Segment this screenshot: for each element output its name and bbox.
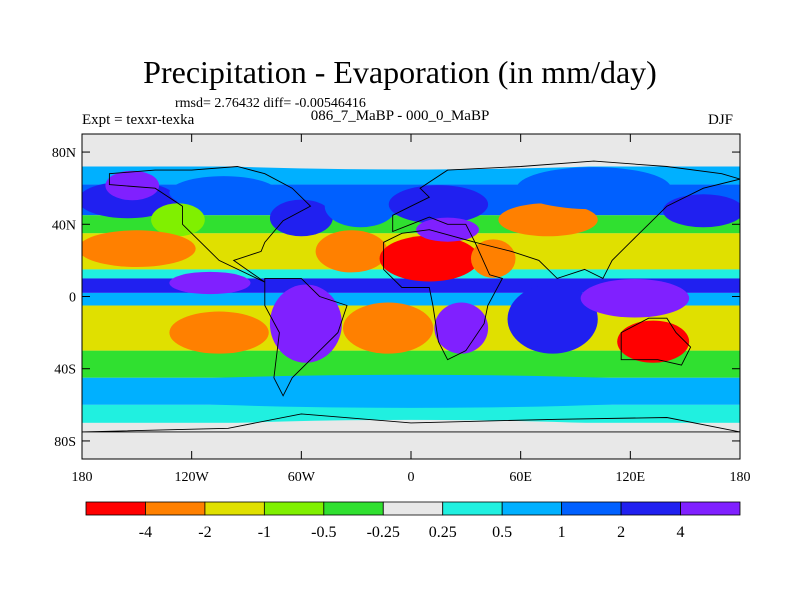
colorbar-label: -2 <box>198 524 211 541</box>
lon-tick-label: 0 <box>408 470 415 485</box>
region-patch-mediterranean <box>416 217 479 242</box>
colorbar-swatch <box>561 501 622 516</box>
coastline-outline <box>264 277 348 397</box>
lon-tick-label: 60W <box>288 470 316 485</box>
region-patch-southern-africa <box>434 302 489 354</box>
colorbar-swatch <box>263 501 325 516</box>
colorbar-label: -1 <box>258 524 271 541</box>
region-patch-central-asia <box>498 203 598 237</box>
lon-tick-label: 60E <box>509 470 532 485</box>
colorbar-swatch <box>204 501 265 516</box>
lon-tick-label: 120W <box>175 470 210 485</box>
lat-axis: 80N 40N 0 40S 80S <box>52 146 740 450</box>
coastlines <box>82 160 740 433</box>
region-patch-ne-pacific <box>151 203 205 237</box>
region-patch-n-pacific-subtropics <box>82 230 196 267</box>
region-patch-europe <box>388 185 489 224</box>
lat-tick-label: 40S <box>54 363 76 378</box>
region-patch-sahara <box>379 235 479 282</box>
chart-title: Precipitation - Evaporation (in mm/day) <box>143 54 657 90</box>
region-patch-indian-ocean <box>507 284 598 354</box>
colorbar-label: 2 <box>617 524 625 541</box>
colorbar-swatch <box>85 501 146 516</box>
region-patch-maritime-continent <box>580 279 690 318</box>
lon-tick-label: 180 <box>72 470 93 485</box>
zonal-band <box>82 404 740 423</box>
coastline-outline <box>392 160 740 279</box>
region-patch-e-pacific-itcz <box>169 271 251 295</box>
lat-tick-label: 80S <box>54 435 76 450</box>
coastline-outline <box>620 317 692 366</box>
region-patch-siberia <box>516 167 671 210</box>
region-patch-arabia <box>470 239 516 278</box>
colorbar-label: -4 <box>139 524 152 541</box>
region-patch-southern-ocean <box>82 374 740 408</box>
region-patch-ne-atlantic <box>324 185 397 228</box>
colorbar-swatch <box>680 501 741 516</box>
colorbar-swatch <box>620 501 681 516</box>
region-patch-nw-atlantic <box>269 199 333 237</box>
colorbar-swatch <box>382 501 444 516</box>
region-patch-se-pacific-subtropics <box>169 311 269 354</box>
region-patch-canada <box>169 176 278 210</box>
colorbar-swatch <box>323 501 384 516</box>
colorbar-label: 1 <box>558 524 566 541</box>
region-patch-n-atlantic-subtropics <box>315 230 388 273</box>
lon-tick-label: 120E <box>616 470 646 485</box>
region-patch-antarctica <box>82 419 740 459</box>
region-patch-australia <box>617 320 690 363</box>
colorbar-swatch <box>442 501 503 516</box>
region-patch-nw-pacific-storm-track <box>662 194 740 228</box>
colorbar-label: 0.25 <box>429 524 457 541</box>
coastline-outline <box>108 166 312 283</box>
coastline-outline <box>82 413 740 433</box>
coastline-outline <box>383 229 504 361</box>
lon-tick-label: 180 <box>730 470 751 485</box>
stats-subtitle: rmsd= 2.76432 diff= -0.00546416 <box>175 96 366 111</box>
experiment-label: Expt = texxr-texka <box>82 112 195 128</box>
period-label: 086_7_MaBP - 000_0_MaBP <box>310 108 490 124</box>
colorbar: -4 -2 -1 -0.5 -0.25 0.25 0.5 1 2 4 <box>85 501 741 541</box>
field-layer <box>82 134 740 459</box>
colorbar-label: 0.5 <box>492 524 512 541</box>
season-label: DJF <box>708 112 734 128</box>
region-patch-alaska <box>105 170 160 201</box>
lat-tick-label: 0 <box>69 291 76 306</box>
colorbar-swatch <box>501 501 563 516</box>
colorbar-label: 4 <box>677 524 685 541</box>
region-patch-s-atlantic-subtropics <box>343 302 434 354</box>
colorbar-swatch <box>145 501 206 516</box>
colorbar-label: -0.5 <box>311 524 336 541</box>
lat-tick-label: 80N <box>52 146 76 161</box>
region-patch-arctic <box>82 134 740 170</box>
region-patch-south-america <box>269 284 342 363</box>
lon-axis: 180 120W 60W 0 60E 120E 180 <box>72 134 751 485</box>
lat-tick-label: 40N <box>52 218 76 233</box>
colorbar-label: -0.25 <box>367 524 400 541</box>
